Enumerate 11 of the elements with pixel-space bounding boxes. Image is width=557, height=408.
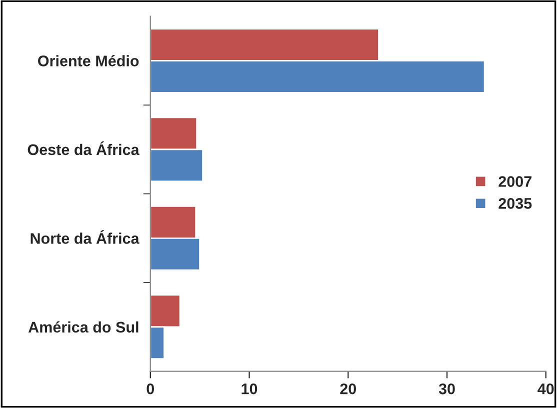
x-tick-label: 40 (538, 383, 554, 394)
x-tick-label: 20 (340, 383, 356, 394)
x-tick-label: 30 (438, 383, 455, 394)
legend-label: 2035 (498, 198, 532, 209)
y-tick-label: Norte da África (30, 230, 140, 244)
y-tick-label: Oeste da África (28, 141, 140, 156)
x-tick-label: 10 (242, 383, 258, 394)
legend-label: 2007 (498, 176, 532, 187)
y-tick-label: América do Sul (28, 321, 138, 333)
y-tick-label: Oriente Médio (38, 55, 139, 66)
x-tick-label: 0 (146, 383, 154, 394)
